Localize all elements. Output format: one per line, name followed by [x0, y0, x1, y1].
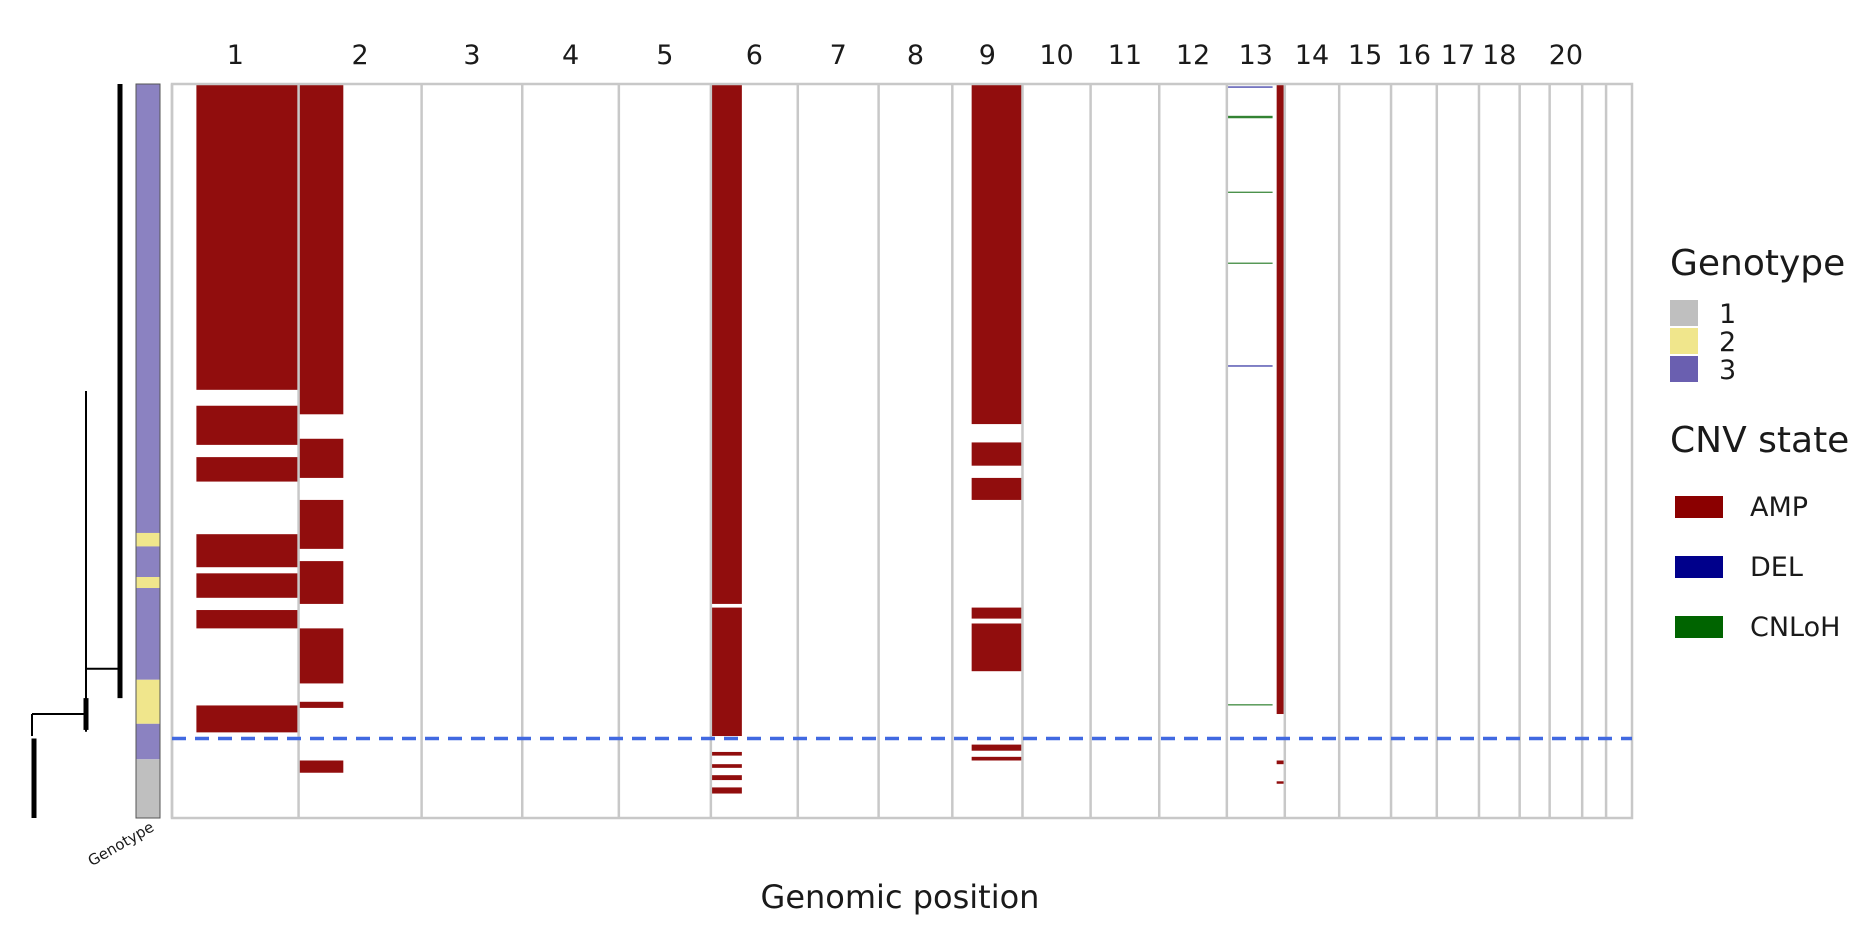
- genotype-segment-5: [136, 679, 160, 724]
- cnv-block-del-chr13-1: [1226, 365, 1273, 367]
- cnv-block-cnloh-chr13-0: [1226, 115, 1273, 119]
- genotype-segment-3: [136, 577, 160, 589]
- legend-genotype-title: Genotype: [1670, 243, 1845, 284]
- chromosome-label-12: 12: [1176, 40, 1210, 71]
- cnv-block-cnloh-chr13-1: [1226, 191, 1273, 193]
- chromosome-label-18: 18: [1482, 40, 1516, 71]
- cnv-block-cnloh-chr13-2: [1226, 262, 1273, 264]
- cnv-block-amp-chr1-0: [196, 84, 299, 390]
- cnv-block-amp-chr13-2: [1276, 781, 1285, 784]
- cnv-block-amp-chr6-3: [710, 764, 742, 768]
- chromosome-label-20: 20: [1549, 40, 1583, 71]
- chromosome-label-14: 14: [1295, 40, 1329, 71]
- cnv-block-amp-chr9-4: [971, 623, 1023, 672]
- legend-genotype-label-3: 3: [1719, 355, 1736, 386]
- cnv-block-amp-chr6-0: [710, 84, 742, 604]
- cnv-block-amp-chr1-6: [196, 705, 299, 733]
- phylogenetic-tree: [31, 84, 123, 818]
- legend-cnv-title: CNV state: [1670, 420, 1849, 461]
- x-axis-title: Genomic position: [761, 878, 1040, 916]
- chromosome-label-9: 9: [979, 40, 996, 71]
- legend-cnv-swatch-cnloh: [1675, 616, 1723, 638]
- chromosome-label-6: 6: [746, 40, 763, 71]
- chromosome-label-13: 13: [1239, 40, 1273, 71]
- cnv-block-amp-chr9-6: [971, 756, 1023, 761]
- chromosome-label-7: 7: [830, 40, 847, 71]
- cnv-block-amp-chr9-3: [971, 607, 1023, 619]
- chromosome-label-10: 10: [1039, 40, 1073, 71]
- legend-cnv-label-cnloh: CNLoH: [1750, 612, 1840, 643]
- cnv-block-amp-chr2-6: [298, 760, 344, 773]
- cnv-block-amp-chr1-3: [196, 534, 299, 568]
- cnv-block-amp-chr1-5: [196, 610, 299, 629]
- cnv-block-amp-chr6-2: [710, 751, 742, 756]
- genotype-strip-label: Genotype: [85, 818, 157, 870]
- legend-genotype-swatch-3: [1670, 356, 1698, 382]
- cnv-block-amp-chr9-1: [971, 442, 1023, 466]
- cnv-block-amp-chr9-2: [971, 477, 1023, 500]
- cnv-block-amp-chr6-1: [710, 607, 742, 737]
- chromosome-separators: [170, 82, 1634, 820]
- legend-cnv-label-amp: AMP: [1750, 492, 1808, 523]
- legend-cnv-swatch-del: [1675, 556, 1723, 578]
- cnv-block-amp-chr9-5: [971, 744, 1023, 751]
- legend-genotype-swatch-2: [1670, 328, 1698, 354]
- cnv-block-amp-chr6-5: [710, 787, 742, 794]
- genotype-segment-7: [136, 759, 160, 818]
- chromosome-label-15: 15: [1348, 40, 1382, 71]
- legend-cnv-swatch-amp: [1675, 496, 1723, 518]
- cnv-block-amp-chr2-1: [298, 438, 344, 478]
- legend-cnv-label-del: DEL: [1750, 552, 1803, 583]
- cnv-heatmap: [196, 84, 1285, 794]
- genotype-segment-1: [136, 532, 160, 547]
- cnv-block-cnloh-chr13-3: [1226, 704, 1273, 706]
- chromosome-label-1: 1: [227, 40, 244, 71]
- cnv-block-amp-chr2-5: [298, 701, 344, 708]
- cnv-block-del-chr13-0: [1226, 86, 1273, 88]
- chromosome-label-5: 5: [656, 40, 673, 71]
- genotype-segment-2: [136, 546, 160, 578]
- cnv-block-amp-chr2-3: [298, 561, 344, 604]
- cnv-block-amp-chr6-4: [710, 775, 742, 781]
- cnv-block-amp-chr2-2: [298, 499, 344, 549]
- heatmap-frame: [170, 82, 1634, 820]
- chromosome-label-11: 11: [1108, 40, 1142, 71]
- chromosome-label-8: 8: [907, 40, 924, 71]
- chromosome-labels: 1 2 3 4 5 6 7 8 9 10 11 12 13 14 15 16 17 18 20: [227, 40, 1583, 71]
- chromosome-label-4: 4: [562, 40, 579, 71]
- genotype-segment-4: [136, 588, 160, 680]
- cnv-block-amp-chr9-0: [971, 84, 1023, 425]
- genotype-strip-border: [135, 83, 161, 819]
- cnv-block-amp-chr13-1: [1276, 760, 1285, 765]
- genotype-segment-0: [136, 84, 160, 533]
- genotype-strip: [135, 83, 161, 819]
- chromosome-label-2: 2: [351, 40, 368, 71]
- cnv-block-amp-chr1-2: [196, 457, 299, 482]
- legend-genotype-label-1: 1: [1719, 299, 1736, 330]
- cnv-block-amp-chr1-1: [196, 405, 299, 445]
- chromosome-label-16: 16: [1397, 40, 1431, 71]
- chromosome-label-17: 17: [1441, 40, 1475, 71]
- cnv-block-amp-chr2-0: [298, 84, 344, 415]
- genotype-segment-6: [136, 723, 160, 760]
- legend: Genotype 123 CNV state AMP DEL CNLoH: [1670, 243, 1849, 643]
- cnv-block-amp-chr13-0: [1276, 84, 1285, 715]
- chromosome-label-3: 3: [463, 40, 480, 71]
- cnv-block-amp-chr1-4: [196, 573, 299, 598]
- legend-genotype-swatch-1: [1670, 300, 1698, 326]
- legend-genotype-label-2: 2: [1719, 327, 1736, 358]
- cnv-block-amp-chr2-4: [298, 628, 344, 684]
